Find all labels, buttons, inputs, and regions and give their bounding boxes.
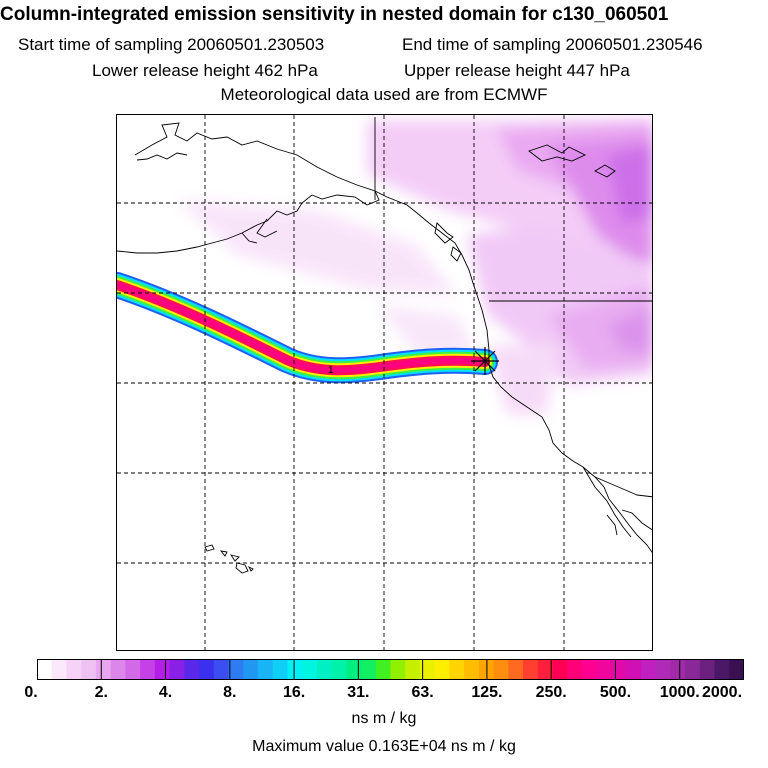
colorbar-tick-label: 250. xyxy=(535,684,567,701)
colorbar-swatch xyxy=(331,659,347,680)
colorbar-border xyxy=(37,659,744,680)
colorbar-tick-label: 0. xyxy=(24,684,38,701)
colorbar-tick-label: 16. xyxy=(282,684,306,701)
colorbar-tick-label: 2000. xyxy=(701,684,743,701)
colorbar-swatch xyxy=(390,659,406,680)
colorbar-swatch xyxy=(110,659,126,680)
colorbar-swatch xyxy=(449,659,465,680)
colorbar-swatch xyxy=(361,659,377,680)
colorbar-swatch xyxy=(699,659,716,680)
colorbar-tick-label: 125. xyxy=(471,684,503,701)
receptor-star-icon xyxy=(471,347,499,375)
start-time-label: Start time of sampling 20060501.230503 xyxy=(18,35,325,54)
colorbar-swatch xyxy=(243,659,259,680)
colorbar-swatch xyxy=(611,659,627,680)
colorbar-tick-label: 1000. xyxy=(659,684,700,701)
map-grid xyxy=(117,115,652,650)
sensitivity-map: 1 xyxy=(116,114,653,651)
colorbar-swatch xyxy=(169,659,185,680)
coastlines xyxy=(117,117,652,574)
colorbar-swatch xyxy=(302,659,318,680)
colorbar-swatch xyxy=(95,659,112,680)
colorbar-swatch xyxy=(66,659,82,680)
colorbar-swatch xyxy=(419,659,436,680)
colorbar-swatch xyxy=(596,659,613,680)
colorbar-swatch xyxy=(567,659,583,680)
colorbar-swatch xyxy=(508,659,524,680)
colorbar-swatch xyxy=(257,659,274,680)
colorbar-swatch xyxy=(199,659,215,680)
met-data-label: Meteorological data used are from ECMWF xyxy=(220,85,548,104)
colorbar-swatch xyxy=(140,659,156,680)
colorbar-tick-label: 8. xyxy=(223,684,237,701)
colorbar-swatch xyxy=(552,659,568,680)
colorbar-units: ns m / kg xyxy=(351,710,417,727)
colorbar-swatch xyxy=(493,659,509,680)
colorbar-swatch xyxy=(287,659,303,680)
colorbar-swatch xyxy=(640,659,657,680)
colorbar-swatch xyxy=(375,659,392,680)
trajectory-band xyxy=(117,272,498,384)
colorbar-swatch xyxy=(464,659,480,680)
colorbar-swatch xyxy=(184,659,200,680)
colorbar-swatch xyxy=(51,659,68,680)
colorbar-swatch xyxy=(228,659,244,680)
colorbar-swatch xyxy=(316,659,333,680)
colorbar-tick-label: 500. xyxy=(599,684,632,701)
colorbar-swatch xyxy=(655,659,671,680)
page-title: Column-integrated emission sensitivity i… xyxy=(0,4,669,25)
colorbar-swatch xyxy=(272,659,288,680)
colorbar-swatch xyxy=(537,659,554,680)
colorbar-tick-label: 63. xyxy=(411,684,434,701)
colorbar-swatch xyxy=(685,659,701,680)
end-time-label: End time of sampling 20060501.230546 xyxy=(402,35,703,54)
colorbar-swatch xyxy=(714,659,730,680)
colorbar-swatch xyxy=(523,659,539,680)
colorbar-tick-label: 31. xyxy=(347,684,370,701)
maximum-value-label: Maximum value 0.163E+04 ns m / kg xyxy=(252,738,516,755)
upper-height-label: Upper release height 447 hPa xyxy=(404,61,630,80)
colorbar-tick-label: 4. xyxy=(158,684,173,701)
colorbar-swatch xyxy=(125,659,141,680)
lower-height-label: Lower release height 462 hPa xyxy=(92,61,318,80)
colorbar-swatch xyxy=(626,659,642,680)
colorbar-swatch xyxy=(405,659,421,680)
colorbar-swatch xyxy=(213,659,230,680)
colorbar-swatch xyxy=(81,659,97,680)
colorbar-swatch xyxy=(346,659,362,680)
colorbar xyxy=(37,659,744,680)
sensitivity-plume xyxy=(177,120,652,415)
colorbar-swatch xyxy=(670,659,686,680)
trajectory-label: 1 xyxy=(328,365,334,376)
colorbar-swatch xyxy=(434,659,451,680)
colorbar-tick-label: 2. xyxy=(94,684,108,701)
colorbar-swatch xyxy=(729,659,744,680)
colorbar-swatch xyxy=(154,659,171,680)
colorbar-swatch xyxy=(37,659,53,680)
colorbar-swatch xyxy=(581,659,598,680)
